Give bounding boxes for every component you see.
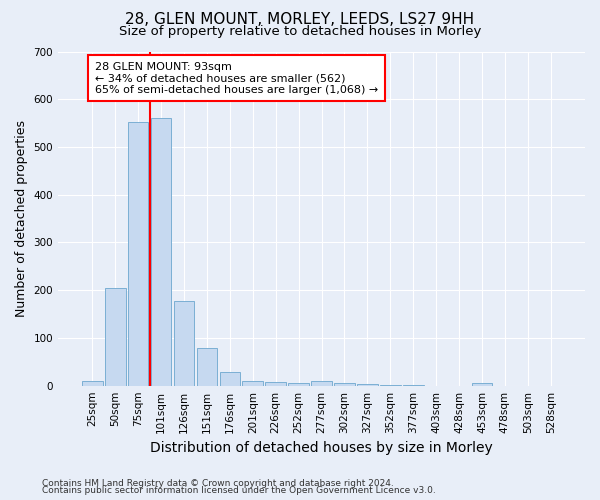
Bar bbox=[197, 348, 217, 386]
Bar bbox=[265, 382, 286, 386]
Bar bbox=[403, 384, 424, 386]
Y-axis label: Number of detached properties: Number of detached properties bbox=[15, 120, 28, 317]
X-axis label: Distribution of detached houses by size in Morley: Distribution of detached houses by size … bbox=[150, 441, 493, 455]
Text: Size of property relative to detached houses in Morley: Size of property relative to detached ho… bbox=[119, 25, 481, 38]
Text: Contains HM Land Registry data © Crown copyright and database right 2024.: Contains HM Land Registry data © Crown c… bbox=[42, 478, 394, 488]
Bar bbox=[334, 384, 355, 386]
Text: 28 GLEN MOUNT: 93sqm
← 34% of detached houses are smaller (562)
65% of semi-deta: 28 GLEN MOUNT: 93sqm ← 34% of detached h… bbox=[95, 62, 378, 94]
Bar bbox=[173, 300, 194, 386]
Bar bbox=[380, 384, 401, 386]
Bar bbox=[128, 122, 148, 386]
Bar bbox=[288, 384, 309, 386]
Bar bbox=[151, 118, 172, 386]
Bar bbox=[311, 381, 332, 386]
Bar bbox=[105, 288, 125, 386]
Bar bbox=[357, 384, 377, 386]
Bar bbox=[242, 381, 263, 386]
Bar bbox=[220, 372, 240, 386]
Bar bbox=[472, 384, 492, 386]
Text: 28, GLEN MOUNT, MORLEY, LEEDS, LS27 9HH: 28, GLEN MOUNT, MORLEY, LEEDS, LS27 9HH bbox=[125, 12, 475, 28]
Bar bbox=[82, 381, 103, 386]
Text: Contains public sector information licensed under the Open Government Licence v3: Contains public sector information licen… bbox=[42, 486, 436, 495]
